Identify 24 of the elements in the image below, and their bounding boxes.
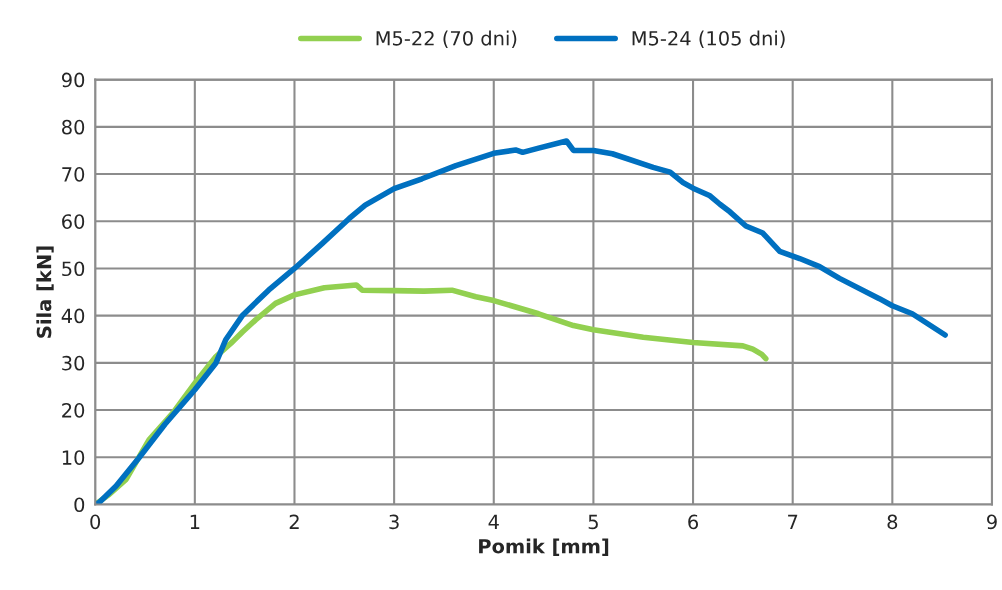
x-tick-label: 0 bbox=[90, 514, 101, 530]
y-tick-label: 10 bbox=[62, 450, 85, 465]
y-tick-label: 0 bbox=[74, 497, 85, 513]
x-tick-label: 5 bbox=[588, 514, 598, 530]
legend-label: M5-22 (70 dni) bbox=[376, 30, 517, 48]
y-axis-title: Sila [kN] bbox=[36, 246, 54, 338]
x-tick-label: 2 bbox=[289, 514, 299, 529]
x-tick-label: 7 bbox=[788, 514, 798, 529]
y-tick-label: 80 bbox=[62, 119, 85, 135]
x-axis-title: Pomik [mm] bbox=[479, 538, 609, 556]
y-tick-label: 60 bbox=[62, 214, 85, 229]
x-tick-label: 8 bbox=[887, 514, 898, 530]
x-tick-label: 6 bbox=[688, 514, 699, 530]
x-tick-label: 9 bbox=[987, 514, 997, 530]
y-tick-label: 40 bbox=[61, 308, 85, 324]
x-tick-label: 3 bbox=[389, 514, 399, 530]
y-tick-label: 30 bbox=[62, 355, 85, 371]
x-tick-label: 4 bbox=[488, 514, 499, 529]
x-tick-label: 1 bbox=[190, 514, 200, 529]
y-tick-label: 90 bbox=[61, 72, 85, 88]
y-tick-label: 20 bbox=[62, 403, 85, 418]
y-tick-label: 70 bbox=[62, 167, 85, 182]
legend-label: M5-24 (105 dni) bbox=[632, 30, 785, 48]
y-tick-label: 50 bbox=[62, 261, 85, 277]
